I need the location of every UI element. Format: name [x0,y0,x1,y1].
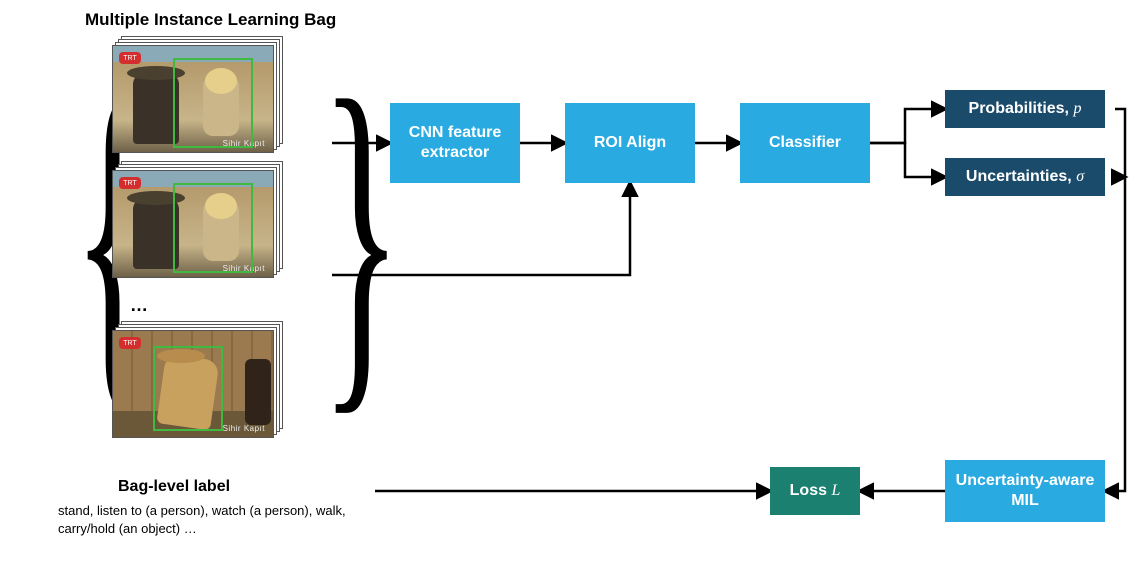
image-stack-2: TRTSihir Kapıt [112,330,283,447]
block-clf: Classifier [740,103,870,183]
block-mil: Uncertainty-aware MIL [945,460,1105,522]
image-stack-1: TRTSihir Kapıt [112,170,283,287]
block-unc: Uncertainties, σ [945,158,1105,196]
block-prob: Probabilities, p [945,90,1105,128]
right-brace: } [320,45,402,425]
block-cnn: CNN feature extractor [390,103,520,183]
block-loss: Loss L [770,467,860,515]
arrow-3 [870,109,945,143]
bag-level-label-text: stand, listen to (a person), watch (a pe… [58,502,378,537]
arrow-4 [870,143,945,177]
arrow-6 [1105,109,1125,491]
bag-level-label-title: Bag-level label [118,478,230,496]
block-roi: ROI Align [565,103,695,183]
stack-ellipsis: … [130,295,148,316]
image-stack-0: TRTSihir Kapıt [112,45,283,162]
